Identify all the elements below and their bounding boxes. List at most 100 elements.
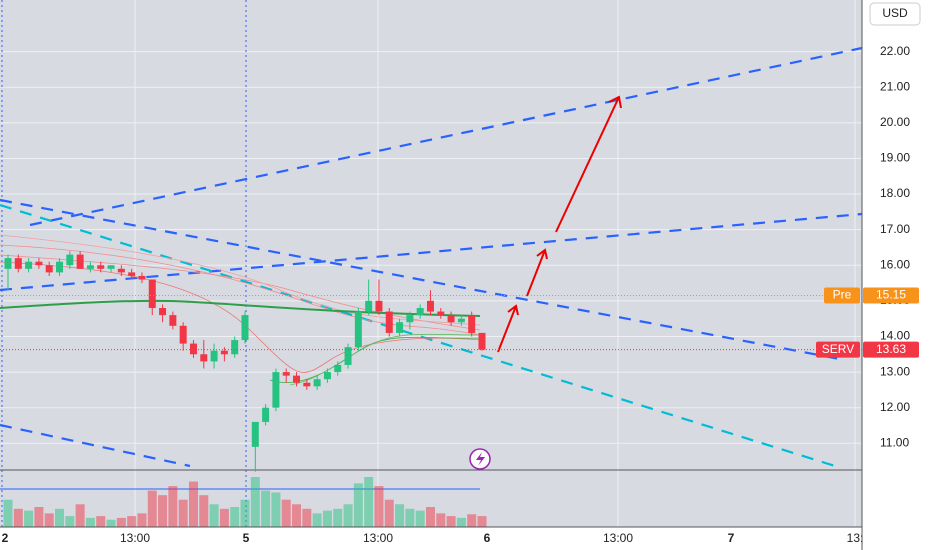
arrows bbox=[497, 95, 622, 353]
volume-bar bbox=[456, 517, 466, 527]
candle-body bbox=[282, 372, 290, 376]
y-tick-label: 17.00 bbox=[880, 222, 910, 236]
volume-bar bbox=[343, 504, 353, 527]
price-name-tag bbox=[816, 341, 860, 358]
candle-body bbox=[148, 279, 156, 308]
volume-bar bbox=[261, 490, 271, 527]
volume-bar bbox=[353, 483, 363, 527]
candle-body bbox=[210, 350, 218, 362]
x-tick-label: 13:00 bbox=[363, 531, 393, 545]
candle-body bbox=[303, 382, 311, 387]
y-tick-label: 12.00 bbox=[880, 400, 910, 414]
candle-body bbox=[200, 354, 208, 362]
plot-bg bbox=[0, 0, 862, 527]
volume-bar bbox=[158, 495, 168, 527]
volume-bar bbox=[44, 513, 54, 527]
candle-body bbox=[262, 407, 270, 422]
y-tick-label: 21.00 bbox=[880, 79, 910, 93]
volume-bar bbox=[395, 504, 405, 527]
volume-bar bbox=[250, 477, 260, 527]
candle-body bbox=[241, 315, 249, 341]
ma-line bbox=[0, 244, 481, 336]
y-tick-label: 13.00 bbox=[880, 364, 910, 378]
candle-body bbox=[138, 275, 146, 280]
candle-body bbox=[406, 315, 414, 323]
volume-bar bbox=[127, 516, 137, 527]
candle-body bbox=[478, 332, 486, 350]
time-axis-bg bbox=[0, 527, 862, 550]
price-name: SERV bbox=[822, 342, 854, 356]
volume-bar bbox=[188, 481, 198, 527]
volume-bar bbox=[312, 513, 322, 527]
candle-body bbox=[354, 311, 362, 348]
candle-body bbox=[457, 318, 465, 323]
candle-body bbox=[169, 315, 177, 326]
currency-label: USD bbox=[882, 6, 908, 20]
volume-bar bbox=[137, 513, 147, 527]
volume-bar bbox=[281, 499, 291, 527]
trend-line bbox=[0, 198, 846, 362]
x-tick-label: 13: bbox=[847, 531, 864, 545]
ma-line bbox=[0, 234, 481, 326]
candle-body bbox=[323, 372, 331, 380]
candle-body bbox=[437, 311, 445, 316]
candle-body bbox=[313, 379, 321, 387]
volume-bar bbox=[405, 508, 415, 527]
arrow bbox=[526, 248, 548, 297]
candle-body bbox=[344, 347, 352, 365]
volume-bar bbox=[209, 504, 219, 527]
candle-body bbox=[66, 254, 74, 266]
volume-bar bbox=[467, 514, 477, 527]
candle-body bbox=[416, 307, 424, 316]
price-value: 15.15 bbox=[876, 288, 906, 302]
arrow bbox=[555, 95, 622, 233]
candle-body bbox=[272, 372, 280, 408]
candle-body bbox=[86, 265, 94, 269]
y-tick-label: 22.00 bbox=[880, 44, 910, 58]
volume-bar bbox=[65, 516, 75, 527]
currency-button[interactable] bbox=[869, 2, 921, 26]
candle-body bbox=[4, 258, 12, 269]
candle-body bbox=[56, 261, 64, 273]
price-value: 13.63 bbox=[876, 342, 906, 356]
volume-bar bbox=[415, 510, 425, 527]
volume-bar bbox=[322, 510, 332, 527]
ma-line bbox=[0, 299, 481, 317]
candle-body bbox=[14, 258, 22, 269]
candle-body bbox=[76, 254, 84, 269]
volume-bar bbox=[446, 516, 456, 527]
volume-bar bbox=[302, 508, 312, 527]
candle-body bbox=[385, 311, 393, 333]
volume-bar bbox=[384, 499, 394, 527]
candle-body bbox=[189, 343, 197, 355]
x-tick-label: 6 bbox=[484, 531, 491, 545]
volumes bbox=[3, 477, 487, 527]
candle-body bbox=[45, 265, 53, 273]
volume-bar bbox=[116, 517, 126, 527]
price-name-tag bbox=[824, 287, 860, 304]
y-tick-label: 14.00 bbox=[880, 329, 910, 343]
candle-body bbox=[25, 261, 33, 269]
candle-body bbox=[426, 300, 434, 312]
candle-body bbox=[117, 268, 125, 273]
candle-body bbox=[231, 340, 239, 355]
x-tick-label: 13:00 bbox=[120, 531, 150, 545]
ma-line bbox=[289, 333, 481, 386]
y-tick-label: 19.00 bbox=[880, 151, 910, 165]
volume-bar bbox=[85, 517, 95, 527]
axes: 11.0012.0013.0014.0015.0016.0017.0018.00… bbox=[0, 44, 919, 545]
price-tag bbox=[863, 287, 919, 304]
volume-bar bbox=[75, 504, 85, 527]
price-tag bbox=[863, 341, 919, 358]
candles bbox=[4, 251, 486, 472]
x-tick-label: 5 bbox=[243, 531, 250, 545]
grid bbox=[0, 0, 862, 527]
candle-body bbox=[35, 261, 43, 266]
volume-bar bbox=[147, 490, 157, 527]
event-bolt bbox=[476, 452, 485, 466]
candle-body bbox=[179, 325, 187, 344]
volume-bar bbox=[55, 508, 65, 527]
volume-bar bbox=[374, 486, 384, 527]
candle-body bbox=[365, 300, 373, 312]
